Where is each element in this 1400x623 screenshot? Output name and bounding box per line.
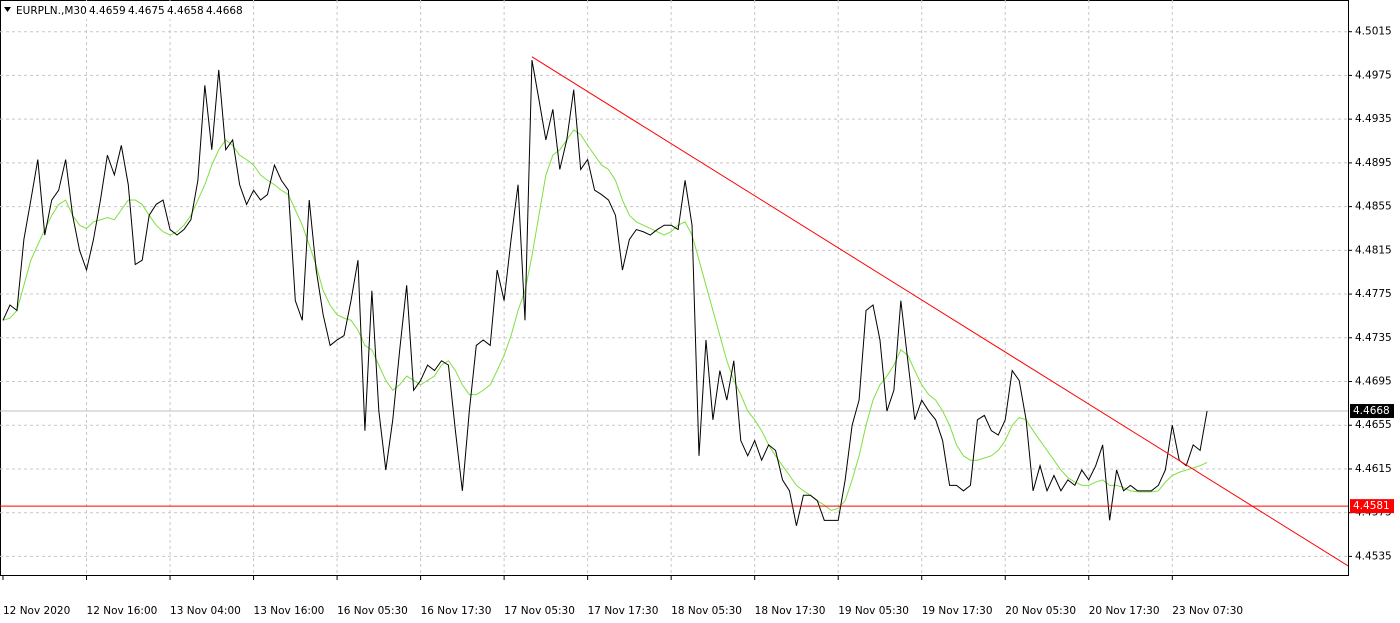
y-tick-label: 4.4775 [1355,288,1392,300]
trendline [531,56,1348,567]
x-tick-label: 20 Nov 17:30 [1089,605,1160,617]
y-tick-label: 4.4935 [1355,113,1392,125]
x-tick-label: 13 Nov 16:00 [254,605,325,617]
y-tick-label: 4.5015 [1355,26,1392,38]
y-tick-label: 4.4855 [1355,201,1392,213]
ohlc-high: 4.4675 [128,5,165,17]
symbol-title: EURPLN.,M30 [16,5,87,17]
y-tick-label: 4.4695 [1355,376,1392,388]
y-tick-label: 4.4975 [1355,69,1392,81]
axes: 4.5015 4.4975 4.4935 4.4895 4.4855 4.4815 4.47… [2,26,1394,617]
hline-price-label: 4.4581 [1353,500,1390,512]
hline-price-box [1350,499,1394,514]
x-tick-label: 13 Nov 04:00 [170,605,241,617]
x-tick-label: 23 Nov 07:30 [1172,605,1243,617]
header-icon [4,7,11,12]
ohlc-open: 4.4659 [89,5,126,17]
plot-area [0,56,1348,567]
plot-frame [0,0,1349,576]
x-tick-label: 17 Nov 05:30 [504,605,575,617]
y-tick-label: 4.4535 [1355,550,1392,562]
last-price-box [1350,404,1394,419]
y-tick-label: 4.4815 [1355,244,1392,256]
header-bg [1,1,251,19]
x-tick-label: 17 Nov 17:30 [588,605,659,617]
x-tick-label: 16 Nov 17:30 [421,605,492,617]
ohlc-close: 4.4668 [206,5,243,17]
price-line [2,129,1208,512]
last-price-label: 4.4668 [1353,405,1390,417]
x-tick-label: 18 Nov 17:30 [755,605,826,617]
x-tick-label: 12 Nov 16:00 [87,605,158,617]
price-line [2,60,1208,526]
ohlc-low: 4.4658 [167,5,204,17]
x-tick-label: 12 Nov 2020 [3,605,70,617]
y-tick-label: 4.4735 [1355,332,1392,344]
y-tick-label: 4.4655 [1355,419,1392,431]
x-tick-label: 18 Nov 05:30 [671,605,742,617]
y-tick-label: 4.4895 [1355,157,1392,169]
x-tick-label: 19 Nov 05:30 [838,605,909,617]
y-tick-label: 4.4615 [1355,463,1392,475]
x-tick-label: 16 Nov 05:30 [337,605,408,617]
x-tick-label: 20 Nov 05:30 [1005,605,1076,617]
x-tick-label: 19 Nov 17:30 [922,605,993,617]
